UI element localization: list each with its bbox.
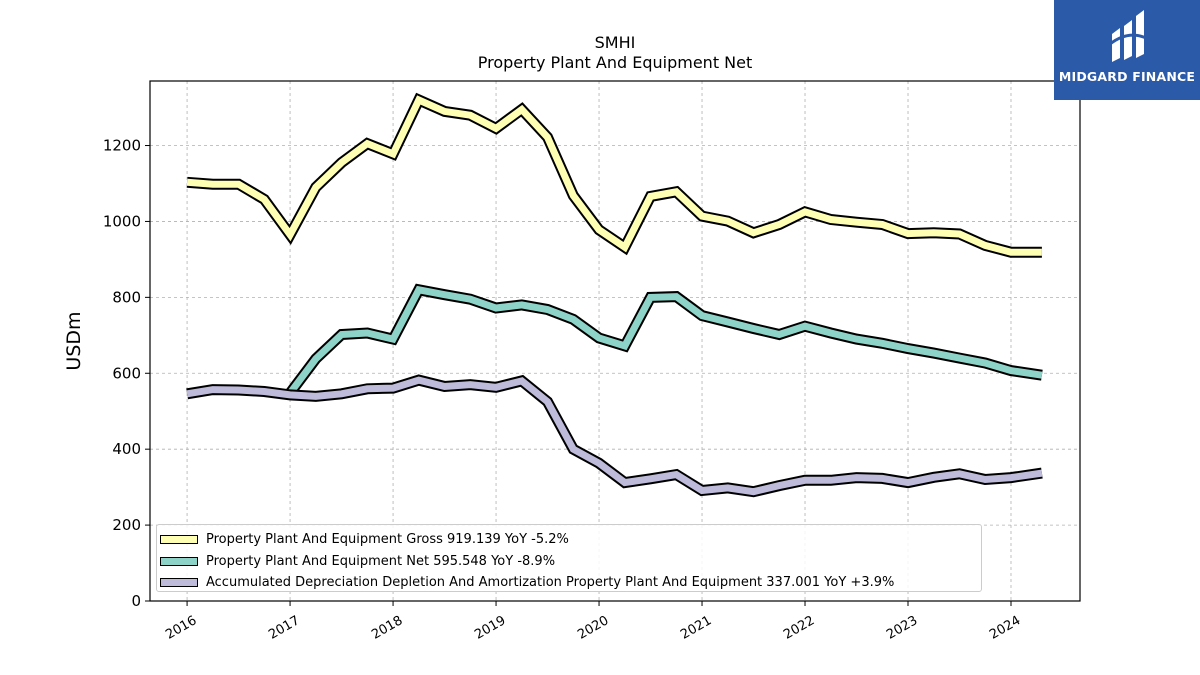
legend-swatch-depreciation — [160, 578, 198, 588]
midgard-logo: MIDGARD FINANCE — [1054, 0, 1200, 100]
legend-label-gross: Property Plant And Equipment Gross 919.1… — [206, 532, 569, 548]
x-tick-label: 2018 — [369, 613, 405, 643]
x-tick-label: 2019 — [472, 613, 508, 643]
x-tick-label: 2016 — [163, 613, 199, 643]
legend-swatch-net — [160, 556, 198, 566]
series-outline-gross — [186, 92, 1042, 258]
y-tick-label: 1200 — [103, 137, 141, 155]
series-line-net — [287, 285, 1043, 396]
y-axis-label: USDm — [63, 311, 85, 370]
midgard-logo-icon — [1109, 10, 1147, 62]
series-layer — [186, 92, 1043, 498]
y-tick-label: 800 — [112, 288, 141, 306]
x-tick-label: 2017 — [266, 613, 302, 643]
legend-swatch-gross — [160, 535, 198, 545]
legend-label-net: Property Plant And Equipment Net 595.548… — [206, 553, 556, 569]
chart-subtitle: Property Plant And Equipment Net — [477, 53, 753, 72]
x-tick-label: 2022 — [781, 613, 817, 643]
y-tick-label: 1000 — [103, 212, 141, 230]
y-tick-label: 200 — [112, 516, 141, 534]
y-tick-label: 0 — [131, 592, 141, 610]
series-outline-net — [285, 283, 1043, 397]
chart-title: SMHI — [594, 33, 636, 52]
grid-lines — [150, 81, 1080, 601]
series-line-depreciation — [186, 376, 1043, 496]
legend: Property Plant And Equipment Gross 919.1… — [156, 524, 982, 592]
x-tick-label: 2021 — [678, 613, 714, 643]
legend-item-depreciation: Accumulated Depreciation Depletion And A… — [157, 572, 981, 594]
logo-text: MIDGARD FINANCE — [1058, 69, 1196, 84]
x-tick-label: 2024 — [987, 613, 1023, 643]
y-tick-label: 400 — [112, 440, 141, 458]
legend-item-net: Property Plant And Equipment Net 595.548… — [157, 551, 981, 573]
series-line-gross — [186, 95, 1042, 256]
x-tick-label: 2020 — [575, 613, 611, 643]
plot-frame — [149, 80, 1081, 602]
legend-label-depreciation: Accumulated Depreciation Depletion And A… — [206, 575, 895, 591]
legend-item-gross: Property Plant And Equipment Gross 919.1… — [157, 529, 981, 551]
x-tick-label: 2023 — [884, 613, 920, 643]
y-tick-label: 600 — [112, 364, 141, 382]
